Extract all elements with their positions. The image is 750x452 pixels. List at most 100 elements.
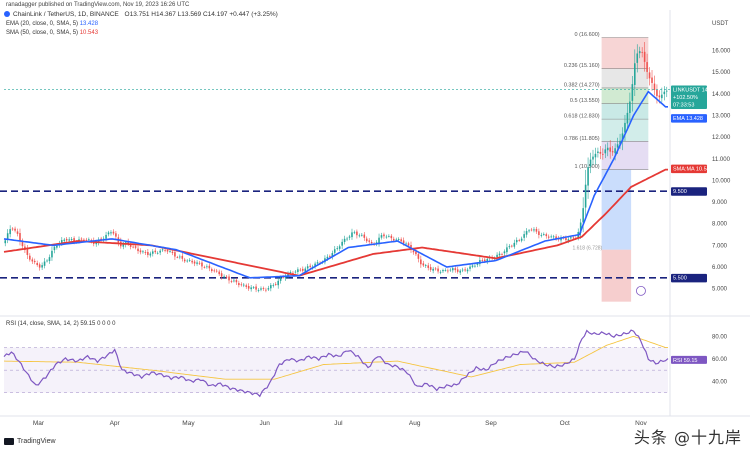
candle-body bbox=[166, 249, 169, 252]
candle-body bbox=[329, 256, 331, 257]
candle-body bbox=[365, 238, 368, 242]
candle-body bbox=[6, 233, 9, 240]
price-tick-label: 16.000 bbox=[712, 48, 731, 54]
candle-body bbox=[476, 263, 479, 265]
currency-label: USDT bbox=[712, 21, 729, 27]
candle-body bbox=[289, 272, 292, 274]
candle-body bbox=[592, 156, 594, 160]
candle-body bbox=[309, 265, 311, 267]
candle-body bbox=[198, 262, 201, 264]
support-upper-tag-text: 9.500 bbox=[673, 189, 687, 195]
candle-body bbox=[100, 238, 102, 240]
candle-body bbox=[336, 248, 339, 249]
candle-body bbox=[452, 268, 454, 271]
candle-body bbox=[201, 262, 203, 267]
candle-body bbox=[407, 243, 410, 246]
rsi-legend-extras: 0 0 0 0 bbox=[97, 321, 116, 327]
candle-body bbox=[631, 84, 634, 101]
ema-legend[interactable]: EMA (20, close, 0, SMA, 5) 13.428 bbox=[6, 21, 98, 27]
candle-body bbox=[33, 260, 36, 263]
fib-extension-label: 1.618 (6.728) bbox=[572, 245, 602, 251]
candle-body bbox=[641, 51, 643, 53]
candle-body bbox=[292, 272, 294, 274]
candle-body bbox=[193, 261, 196, 264]
price-tick-label: 11.000 bbox=[712, 157, 731, 163]
candle-body bbox=[250, 287, 252, 290]
tradingview-brand-label: TradingView bbox=[17, 438, 56, 445]
candle-body bbox=[415, 251, 417, 255]
candle-body bbox=[353, 232, 356, 234]
sma-price-tag bbox=[671, 164, 707, 174]
candle-body bbox=[107, 232, 110, 235]
time-tick-label: Aug bbox=[409, 420, 421, 427]
price-tick-label: 14.000 bbox=[712, 92, 731, 98]
candle-body bbox=[326, 256, 329, 259]
fib-level-label: 0.618 (12.830) bbox=[564, 114, 600, 120]
candle-body bbox=[523, 234, 525, 238]
candle-body bbox=[304, 268, 307, 272]
candle-body bbox=[19, 233, 21, 241]
candle-body bbox=[43, 261, 46, 266]
candle-body bbox=[567, 239, 570, 241]
candle-body bbox=[447, 270, 449, 272]
candle-body bbox=[604, 149, 607, 154]
long-position-stop-zone bbox=[601, 249, 632, 302]
candle-body bbox=[547, 236, 550, 238]
candle-body bbox=[439, 271, 442, 273]
candle-body bbox=[611, 151, 614, 153]
ema-legend-value: 13.428 bbox=[79, 21, 99, 27]
price-tick-label: 13.000 bbox=[712, 113, 731, 119]
ohlc-values: O13.751 H14.367 L13.569 C14.197 +0.447 (… bbox=[124, 11, 278, 18]
candle-body bbox=[262, 288, 265, 289]
candle-body bbox=[506, 247, 508, 253]
candle-body bbox=[540, 234, 543, 236]
candle-body bbox=[245, 285, 248, 287]
watermark: 头条 @十九岸 bbox=[633, 428, 742, 447]
candle-body bbox=[424, 265, 427, 266]
candle-body bbox=[206, 266, 208, 268]
sma-legend-value: 10.543 bbox=[79, 30, 99, 36]
candle-body bbox=[270, 285, 272, 289]
candle-body bbox=[112, 231, 115, 234]
candle-body bbox=[594, 153, 597, 158]
candle-body bbox=[626, 112, 629, 124]
rsi-tick-label: 60.00 bbox=[712, 357, 728, 363]
candle-body bbox=[38, 264, 41, 268]
candle-body bbox=[358, 235, 361, 237]
candle-body bbox=[203, 267, 206, 268]
candle-body bbox=[638, 51, 641, 54]
time-tick-label: Mar bbox=[33, 420, 45, 427]
ema-price-tag bbox=[671, 114, 707, 123]
candle-body bbox=[333, 249, 336, 253]
fib-level-label: 0 (16.600) bbox=[575, 32, 600, 38]
price-tick-label: 12.000 bbox=[712, 135, 731, 141]
candle-body bbox=[137, 248, 139, 252]
fib-level-label: 0.5 (13.550) bbox=[570, 98, 600, 104]
rsi-value-tag-text: RSI 59.15 bbox=[673, 358, 697, 364]
candle-body bbox=[422, 263, 425, 266]
price-tick-label: 10.000 bbox=[712, 178, 731, 184]
tradingview-brand[interactable]: TradingView bbox=[4, 438, 56, 445]
candle-body bbox=[164, 250, 166, 251]
candle-body bbox=[85, 239, 88, 241]
candle-body bbox=[530, 229, 533, 231]
candle-body bbox=[361, 234, 363, 236]
ema-legend-label: EMA (20, close, 0, SMA, 5) bbox=[6, 21, 79, 27]
rsi-legend[interactable]: RSI (14, close, SMA, 14, 2) 59.15 0 0 0 … bbox=[6, 321, 115, 327]
candle-body bbox=[60, 240, 63, 243]
candle-body bbox=[53, 246, 56, 251]
candle-body bbox=[400, 239, 402, 242]
candle-body bbox=[316, 262, 319, 264]
candle-body bbox=[314, 263, 316, 266]
candle-body bbox=[560, 237, 562, 241]
candle-body bbox=[225, 276, 228, 278]
candle-body bbox=[48, 257, 51, 262]
candle-body bbox=[464, 269, 466, 271]
last-price-tag-text: +102.50% bbox=[673, 95, 698, 101]
sma-legend[interactable]: SMA (50, close, 0, SMA, 5) 10.543 bbox=[6, 30, 98, 36]
time-tick-label: Sep bbox=[485, 420, 497, 427]
candle-body bbox=[378, 237, 380, 244]
candle-body bbox=[597, 151, 599, 154]
